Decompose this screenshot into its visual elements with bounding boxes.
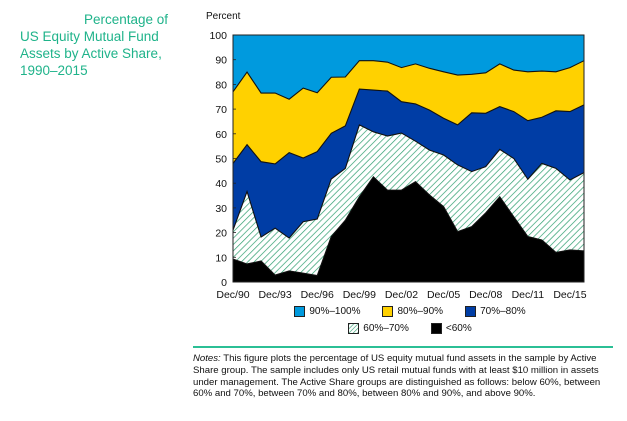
legend-swatch-60-70 — [348, 323, 360, 334]
y-tick-label: 20 — [215, 228, 227, 240]
boundary-60 — [232, 175, 585, 277]
chart-title: Percentage of US Equity Mutual Fund Asse… — [20, 11, 170, 79]
legend-label-80-90: 80%–90% — [397, 306, 444, 317]
y-tick-label: 0 — [221, 277, 227, 289]
y-tick-label: 10 — [215, 252, 227, 264]
legend-swatch-70-80 — [465, 306, 477, 317]
legend-item-below-60: <60% — [430, 323, 472, 334]
y-axis-label: Percent — [206, 11, 241, 22]
notes: Notes: This figure plots the percentage … — [193, 353, 609, 400]
boundary-60-70 — [232, 124, 585, 239]
legend-swatch-below-60 — [430, 323, 442, 334]
x-tick-label: Dec/96 — [301, 289, 334, 301]
legend-label-70-80: 70%–80% — [480, 306, 526, 317]
legend-label-60-70: 60%–70% — [363, 323, 409, 334]
notes-divider — [193, 346, 613, 348]
title-line-3: Assets by Active Share, — [20, 46, 162, 61]
area-90-100 — [233, 35, 584, 100]
area-80-90 — [233, 60, 584, 164]
y-tick-label: 30 — [215, 203, 227, 215]
x-tick-label: Dec/11 — [512, 289, 545, 301]
y-tick-label: 50 — [215, 154, 227, 166]
legend-swatch-90-100 — [294, 306, 306, 317]
notes-text: This figure plots the percentage of US e… — [193, 353, 601, 400]
legend-item-60-70: 60%–70% — [348, 323, 409, 334]
x-tick-label: Dec/90 — [216, 289, 249, 301]
legend-item-70-80: 70%–80% — [465, 306, 526, 317]
x-tick-label: Dec/08 — [469, 289, 502, 301]
x-tick-label: Dec/99 — [343, 289, 376, 301]
legend-item-90-100: 90%–100% — [294, 306, 360, 317]
boundary-70-80 — [232, 88, 585, 165]
area-layers — [233, 35, 584, 282]
y-tick-label: 40 — [215, 178, 227, 190]
title-line-2: US Equity Mutual Fund — [20, 29, 159, 44]
title-line-1: Percentage of — [83, 12, 168, 27]
x-tick-label: Dec/93 — [258, 289, 291, 301]
area-70-80 — [233, 89, 584, 239]
notes-label: Notes: — [193, 353, 221, 364]
x-tick-label: Dec/05 — [427, 289, 460, 301]
area-60 — [233, 176, 584, 282]
legend-item-80-90: 80%–90% — [382, 306, 443, 317]
y-tick-label: 60 — [215, 129, 227, 141]
legend-label-90-100: 90%–100% — [309, 306, 361, 317]
y-tick-label: 80 — [215, 79, 227, 91]
x-tick-label: Dec/02 — [385, 289, 418, 301]
boundary-80-90 — [232, 60, 585, 100]
y-tick-label: 100 — [209, 30, 227, 42]
legend-label-below-60: <60% — [445, 323, 472, 334]
area-60-70 — [233, 124, 584, 276]
title-line-4: 1990–2015 — [20, 63, 88, 78]
y-tick-label: 70 — [215, 104, 227, 116]
legend-swatch-80-90 — [382, 306, 394, 317]
y-axis: 0 10 20 30 40 50 60 70 80 90 100 — [209, 30, 236, 289]
x-axis: Dec/90 Dec/93 Dec/96 Dec/99 Dec/02 Dec/05 Dec/… — [216, 289, 586, 301]
y-tick-label: 90 — [215, 55, 227, 67]
legend: 90%–100% 80%–90% 70%–80% 60%–70% <60% — [280, 306, 540, 340]
x-tick-label: Dec/15 — [553, 289, 586, 301]
boundary-lines — [232, 34, 585, 277]
